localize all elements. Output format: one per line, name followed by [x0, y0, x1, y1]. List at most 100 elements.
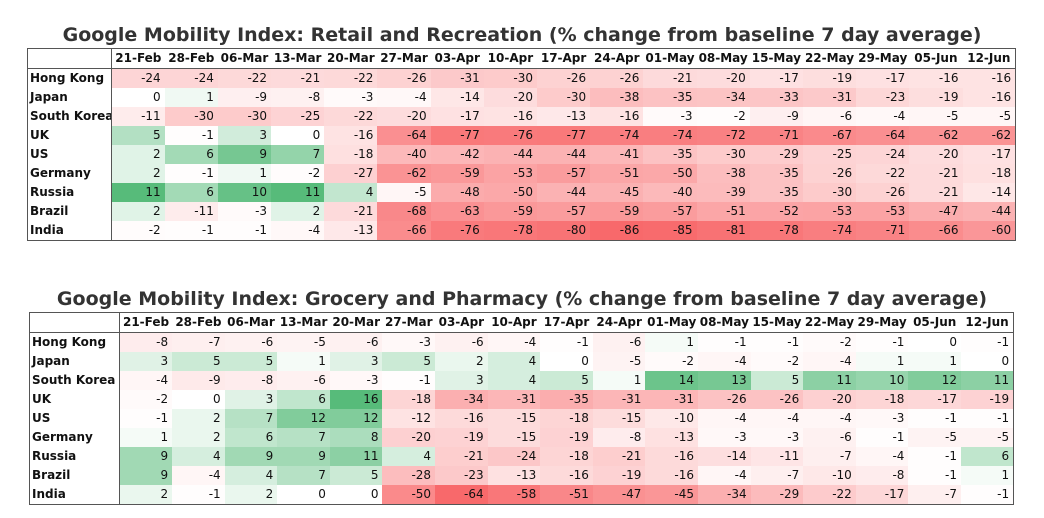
heatmap-cell: 1	[961, 466, 1015, 485]
heatmap-cell: -47	[909, 202, 963, 221]
heatmap-cell: -18	[540, 447, 593, 466]
heatmap-cell: -7	[803, 447, 856, 466]
heatmap-cell: -2	[750, 352, 804, 371]
heatmap-cell: -2	[271, 164, 325, 183]
heatmap-cell: -7	[908, 485, 961, 505]
heatmap-cell: -19	[961, 390, 1015, 409]
heatmap-cell: -15	[487, 428, 541, 447]
table-row: Brazil 9 -4 4 7 5 -28 -23 -13 -16 -19 -16 -4 -7 -10 -8-…	[29, 466, 1015, 485]
heatmap-cell: -44	[962, 202, 1017, 221]
heatmap-cell: -27	[324, 164, 378, 183]
column-header: 28-Feb	[164, 48, 218, 69]
heatmap-cell: -10	[645, 409, 699, 428]
heatmap-cell: -5	[909, 107, 963, 126]
heatmap-cell: -1	[750, 332, 804, 352]
heatmap-cell: -35	[643, 145, 697, 164]
heatmap-cell: -24	[164, 68, 218, 88]
row-label: Brazil	[29, 466, 120, 485]
heatmap-cell: 14	[645, 371, 699, 390]
heatmap-cell: 9	[119, 447, 173, 466]
heatmap-cell: -1	[908, 466, 961, 485]
heatmap-cell: 7	[271, 145, 325, 164]
heatmap-cell: -8	[271, 88, 325, 107]
row-label: South Korea	[27, 107, 112, 126]
column-header: 13-Mar	[271, 48, 325, 69]
heatmap-cell: -14	[962, 183, 1017, 202]
heatmap-cell: -4	[803, 352, 856, 371]
column-header: 10-Apr	[483, 48, 537, 69]
heatmap-cell: -53	[483, 164, 537, 183]
table-row: UK -2 0 3 6 16 -18 -34 -31 -35 -31 -31 -26 -26 -20 -18-…	[29, 390, 1015, 409]
column-header: 03-Apr	[430, 48, 484, 69]
heatmap-cell: -76	[430, 221, 484, 241]
heatmap-cell: 0	[271, 126, 325, 145]
column-header: 05-Jun	[908, 312, 961, 333]
heatmap-cell: -3	[698, 428, 751, 447]
heatmap-cell: -44	[537, 183, 591, 202]
heatmap-cell: -2	[111, 221, 165, 241]
heatmap-cell: -15	[592, 409, 646, 428]
heatmap-cell: -17	[430, 107, 484, 126]
heatmap-cell: -21	[909, 164, 963, 183]
heatmap-cell: -16	[962, 68, 1017, 88]
heatmap-cell: -22	[324, 107, 378, 126]
heatmap-cell: -21	[909, 183, 963, 202]
heatmap-cell: -16	[540, 466, 593, 485]
column-header: 29-May	[855, 312, 909, 333]
heatmap-cell: -3	[217, 202, 272, 221]
column-header: 01-May	[643, 48, 697, 69]
heatmap-cell: -38	[590, 88, 644, 107]
heatmap-cell: -9	[749, 107, 803, 126]
heatmap-cell: 1	[908, 352, 961, 371]
column-header: 17-Apr	[537, 48, 591, 69]
heatmap-cell: -18	[324, 145, 378, 164]
heatmap-cell: -22	[217, 68, 272, 88]
column-header: 24-Apr	[590, 48, 644, 69]
row-label: UK	[27, 126, 112, 145]
heatmap-cell: -74	[802, 221, 857, 241]
heatmap-cell: -5	[377, 183, 431, 202]
heatmap-cell: -4	[698, 409, 751, 428]
heatmap-cell: -28	[382, 466, 436, 485]
heatmap-cell: -66	[377, 221, 431, 241]
heatmap-cell: -67	[802, 126, 857, 145]
row-label: South Korea	[29, 371, 120, 390]
column-header: 03-Apr	[435, 312, 488, 333]
heatmap-cell: -1	[540, 332, 593, 352]
heatmap-cell: 2	[271, 202, 325, 221]
heatmap-cell: -58	[487, 485, 541, 505]
table-row: US -1 2 7 12 12 -12 -16 -15 -18 -15 -10 -4 -4 -4 -3 -1 -1	[29, 409, 1015, 428]
heatmap-cell: -26	[802, 164, 857, 183]
heatmap-cell: -30	[696, 145, 750, 164]
heatmap-cell: 5	[172, 352, 225, 371]
table-row: Germany 1 2 6 7 8 -20 -19 -15 -19 -8 -13 -3 -3 -6 -1 -5-…	[29, 428, 1015, 447]
heatmap-cell: -62	[909, 126, 963, 145]
heatmap-cell: -14	[430, 88, 484, 107]
row-label: US	[27, 145, 112, 164]
heatmap-cell: -24	[856, 145, 910, 164]
heatmap-cell: 6	[277, 390, 330, 409]
heatmap-cell: -19	[435, 428, 488, 447]
heatmap-cell: -30	[217, 107, 272, 126]
heatmap-cell: -18	[962, 164, 1017, 183]
heatmap-cell: -71	[856, 221, 910, 241]
heatmap-cell: -4	[698, 352, 751, 371]
heatmap-cell: 6	[224, 428, 278, 447]
heatmap-cell: -86	[590, 221, 644, 241]
heatmap-cell: -2	[696, 107, 750, 126]
column-header: 05-Jun	[909, 48, 963, 69]
heatmap-cell: 2	[172, 428, 225, 447]
heatmap-cell: -30	[537, 88, 591, 107]
heatmap-cell: -8	[592, 428, 646, 447]
column-header: 28-Feb	[172, 312, 225, 333]
heatmap-cell: -76	[483, 126, 537, 145]
heatmap-cell: 4	[324, 183, 378, 202]
heatmap-cell: 4	[487, 352, 541, 371]
heatmap-cell: -31	[592, 390, 646, 409]
heatmap-cell: -53	[856, 202, 910, 221]
heatmap-cell: -1	[164, 126, 218, 145]
heatmap-cell: 2	[119, 485, 173, 505]
heatmap-cell: -30	[164, 107, 218, 126]
heatmap-cell: 0	[961, 352, 1015, 371]
table-row: India -2 -1 -1 -4 -13 -66 -76 -78 -80 -86 -85 -81 -78…	[27, 221, 1017, 241]
